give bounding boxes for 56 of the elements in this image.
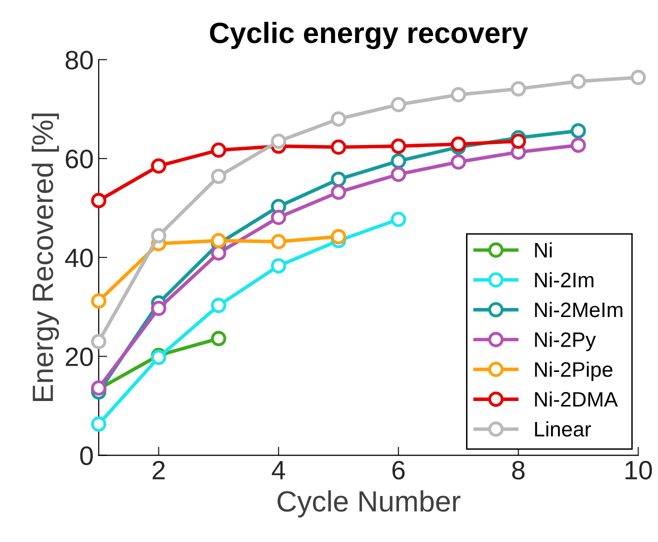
point bbox=[390, 138, 406, 154]
point bbox=[330, 111, 346, 127]
y-tick-label: 40 bbox=[65, 248, 93, 268]
point bbox=[270, 258, 286, 274]
point bbox=[450, 154, 466, 170]
point bbox=[270, 210, 286, 226]
point bbox=[210, 142, 226, 158]
y-tick-label: 0 bbox=[80, 446, 93, 466]
x-tick-label: 8 bbox=[512, 460, 525, 480]
legend-label: Ni-2MeIm bbox=[535, 302, 622, 318]
point bbox=[510, 134, 526, 149]
point bbox=[270, 234, 286, 250]
point bbox=[390, 166, 406, 182]
x-tick-label: 4 bbox=[272, 461, 286, 480]
x-tick-label: 10 bbox=[626, 460, 652, 480]
point bbox=[390, 153, 406, 169]
point bbox=[390, 96, 406, 112]
point bbox=[450, 87, 466, 102]
point bbox=[91, 416, 106, 432]
y-tick-label: 60 bbox=[66, 150, 93, 168]
point bbox=[151, 158, 166, 174]
point bbox=[91, 192, 106, 208]
point bbox=[210, 168, 226, 184]
point bbox=[330, 184, 346, 200]
y-axis-title: Energy Recovered [%] bbox=[32, 114, 59, 401]
point bbox=[151, 228, 166, 244]
chart-title: Cyclic energy recovery bbox=[210, 22, 528, 50]
point bbox=[330, 140, 346, 155]
point bbox=[330, 229, 346, 244]
point bbox=[510, 81, 526, 96]
point bbox=[91, 334, 106, 350]
point bbox=[210, 330, 226, 346]
point bbox=[570, 74, 586, 90]
point bbox=[91, 293, 106, 309]
legend-label: Linear bbox=[535, 421, 591, 437]
legend-label: Ni-2Py bbox=[535, 332, 596, 352]
point bbox=[210, 245, 226, 261]
point bbox=[151, 300, 166, 316]
y-tick-label: 20 bbox=[66, 348, 93, 366]
x-axis-title: Cycle Number bbox=[278, 490, 460, 518]
x-tick-label: 6 bbox=[392, 460, 405, 480]
point bbox=[450, 136, 466, 152]
point bbox=[390, 212, 406, 228]
legend-label: Ni bbox=[535, 242, 552, 258]
legend-label: Ni-2Pipe bbox=[535, 362, 612, 382]
legend-label: Ni-2Im bbox=[535, 272, 594, 288]
point bbox=[210, 232, 226, 248]
point bbox=[210, 298, 226, 314]
legend-label: Ni-2DMA bbox=[535, 391, 618, 407]
point bbox=[270, 134, 286, 149]
point bbox=[570, 123, 586, 138]
x-tick-label: 2 bbox=[152, 460, 165, 480]
y-tick-label: 80 bbox=[66, 50, 93, 70]
point bbox=[630, 70, 646, 86]
point bbox=[570, 138, 586, 153]
point bbox=[330, 172, 346, 187]
